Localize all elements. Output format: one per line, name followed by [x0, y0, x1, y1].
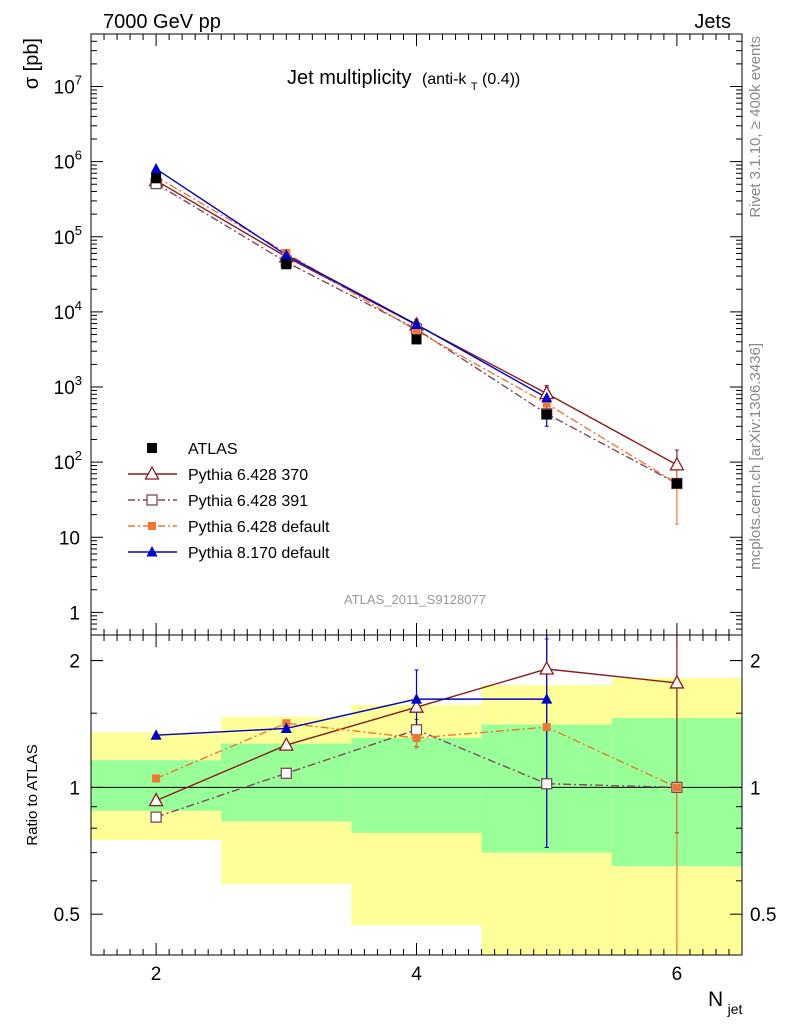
main-panel-series [148, 162, 685, 525]
main-y-tick-base: 10 [54, 78, 75, 99]
series-point-1 [541, 778, 553, 790]
stat-uncertainty-band [351, 737, 482, 833]
series-point-3 [541, 391, 553, 403]
main-y-tick-label: 106 [54, 148, 82, 174]
source-label: mcplots.cern.ch [arXiv:1306.3436] [747, 343, 764, 570]
main-y-tick-label: 105 [54, 223, 82, 249]
main-y-tick-exp: 6 [75, 148, 82, 163]
chart-title-main: Jet multiplicity [287, 67, 411, 89]
chart-title-sub: T [471, 81, 478, 93]
stat-uncertainty-band [221, 743, 352, 822]
analysis-label: ATLAS_2011_S9128077 [344, 592, 486, 607]
ratio-y-tick-label-left: 1 [69, 778, 80, 799]
ratio-y-tick-label-left: 0.5 [54, 905, 80, 926]
ratio-ylabel: Ratio to ATLAS [24, 744, 41, 845]
main-y-tick-exp: 4 [75, 298, 82, 313]
legend-marker-2 [146, 494, 158, 506]
ratio-panel-ticks: 0.5 0.5 1 1 2 2 2 4 6 [54, 635, 776, 985]
series-point-3 [280, 722, 292, 733]
series-point-3 [280, 249, 292, 260]
chart-title-suffix: (anti-k [422, 71, 467, 88]
series-line-1 [155, 183, 678, 485]
main-y-tick-exp: 5 [75, 223, 82, 238]
legend: ATLAS Pythia 6.428 370 Pythia 6.428 391 Pyt… [128, 441, 330, 562]
legend-marker-3 [148, 522, 156, 530]
rivet-label: Rivet 3.1.10, ≥ 400k events [747, 36, 764, 218]
main-y-tick-base: 10 [54, 228, 75, 249]
legend-label-4: Pythia 8.170 default [188, 545, 330, 562]
ratio-y-tick-label-right: 2 [750, 652, 761, 673]
main-ylabel: σ [pb] [21, 38, 43, 89]
series-point-4 [671, 478, 682, 489]
series-point-4 [411, 334, 422, 345]
main-y-tick-exp: 2 [75, 448, 82, 463]
process-label: Jets [694, 11, 731, 33]
x-tick-label: 6 [672, 964, 683, 985]
series-point-1 [410, 724, 423, 736]
ratio-y-tick-label-left: 2 [69, 652, 80, 673]
ratio-panel-frame [90, 634, 743, 956]
series-point-2 [412, 326, 421, 335]
series-line-3 [156, 698, 547, 736]
series-point-1 [280, 767, 292, 779]
main-y-tick-label: 102 [54, 448, 82, 474]
ratio-y-tick-label-right: 0.5 [750, 905, 776, 926]
legend-marker-1 [144, 465, 160, 480]
x-axis-label-sub: jet [727, 1001, 743, 1017]
series-point-0 [669, 674, 685, 689]
main-y-tick-label: 1 [69, 603, 80, 624]
energy-label: 7000 GeV pp [103, 11, 221, 33]
main-y-tick-label: 10 [59, 528, 80, 549]
legend-label-0: ATLAS [188, 441, 238, 458]
series-point-4 [541, 409, 552, 420]
series-point-0 [408, 698, 425, 713]
main-y-tick-exp: 3 [75, 373, 82, 388]
main-y-tick-base: 10 [54, 153, 75, 174]
series-point-2 [152, 774, 161, 783]
series-point-4 [151, 173, 162, 184]
series-point-0 [669, 456, 685, 471]
series-point-3 [411, 693, 422, 704]
main-y-tick-exp: 7 [75, 73, 82, 88]
series-point-2 [542, 399, 551, 408]
chart-title-tail: (0.4)) [482, 71, 520, 88]
chart-title: Jet multiplicity (anti-k T (0.4)) [287, 67, 520, 94]
series-point-3 [411, 318, 422, 329]
legend-label-3: Pythia 6.428 default [188, 519, 330, 536]
main-y-tick-base: 10 [54, 303, 75, 324]
legend-label-2: Pythia 6.428 391 [188, 493, 308, 510]
x-tick-label: 4 [411, 964, 422, 985]
series-point-0 [539, 660, 555, 675]
series-point-0 [278, 736, 294, 751]
series-line-2 [155, 176, 678, 485]
series-point-0 [148, 792, 164, 807]
series-point-1 [150, 811, 162, 823]
x-axis-label-main: N [708, 988, 723, 1011]
main-y-tick-label: 104 [54, 298, 82, 324]
series-line-3 [155, 168, 548, 399]
legend-marker-0 [147, 443, 157, 453]
series-point-2 [672, 783, 681, 792]
x-tick-label: 2 [151, 964, 162, 985]
series-point-3 [150, 729, 162, 740]
series-point-2 [412, 733, 421, 742]
series-point-3 [150, 162, 162, 174]
ratio-panel-series [148, 634, 685, 956]
main-y-tick-base: 10 [54, 378, 75, 399]
main-y-tick-label: 107 [54, 73, 82, 99]
main-y-tick-label: 103 [54, 373, 82, 399]
x-axis-label: N jet [708, 988, 743, 1017]
legend-marker-4 [146, 546, 158, 557]
ratio-y-tick-label-right: 1 [750, 778, 761, 799]
series-point-3 [541, 693, 553, 704]
series-point-2 [542, 723, 551, 732]
legend-label-1: Pythia 6.428 370 [188, 467, 308, 484]
series-point-4 [281, 259, 292, 270]
main-y-tick-base: 10 [54, 453, 75, 474]
